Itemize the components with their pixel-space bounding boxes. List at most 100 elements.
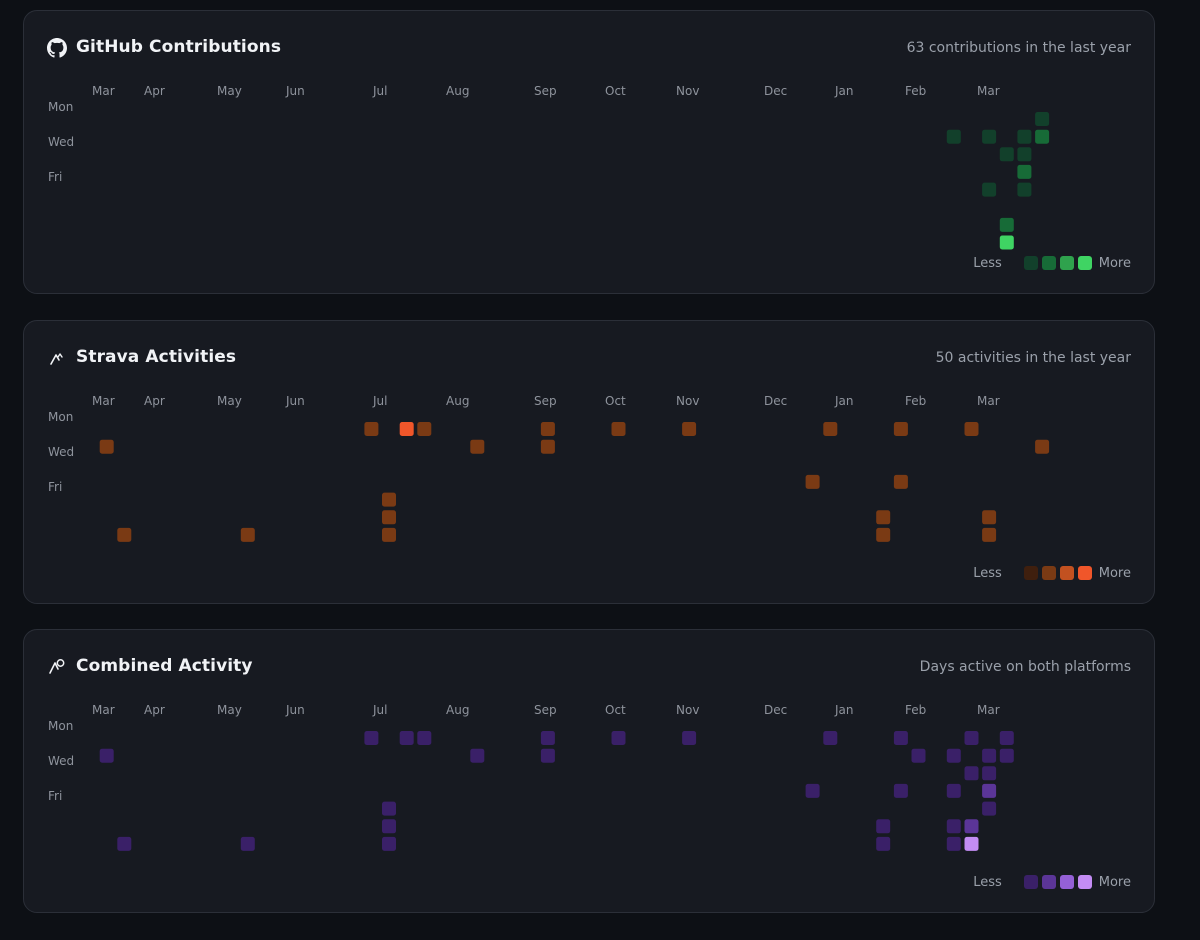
card-title: Strava Activities: [76, 347, 237, 367]
activity-cell[interactable]: [1035, 439, 1050, 454]
activity-cell[interactable]: [364, 422, 379, 436]
combined-activity-icon: [49, 659, 65, 674]
day-label: Fri: [48, 789, 62, 803]
activity-cell[interactable]: [964, 422, 979, 436]
activity-cell[interactable]: [470, 748, 485, 763]
activity-cell[interactable]: [611, 731, 626, 745]
activity-cell[interactable]: [876, 527, 891, 542]
day-label: Fri: [48, 480, 62, 494]
activity-cell[interactable]: [823, 731, 838, 745]
activity-cell[interactable]: [117, 527, 132, 542]
legend: Less More: [973, 254, 1131, 272]
activity-cell[interactable]: [611, 422, 626, 436]
legend-swatch: [1059, 875, 1074, 889]
activity-cell[interactable]: [893, 783, 908, 798]
month-label: Aug: [446, 703, 469, 717]
activity-cell[interactable]: [1017, 164, 1032, 179]
activity-cell[interactable]: [982, 510, 997, 525]
activity-cell[interactable]: [982, 766, 997, 781]
activity-cell[interactable]: [99, 439, 114, 454]
activity-cell[interactable]: [982, 748, 997, 763]
activity-cell[interactable]: [364, 731, 379, 745]
activity-cell[interactable]: [382, 819, 396, 834]
legend-swatch: [1023, 256, 1038, 270]
activity-cell[interactable]: [382, 527, 396, 542]
legend: Less More: [973, 873, 1131, 891]
contribution-heatmap: Mar Apr May Jun Jul Aug Sep Oct Nov Dec Jan Feb Mar M…: [48, 84, 1050, 250]
activity-cell[interactable]: [876, 836, 891, 851]
activity-cell[interactable]: [682, 422, 697, 436]
activity-cell[interactable]: [999, 235, 1014, 250]
activity-cell[interactable]: [470, 439, 485, 454]
activity-cell[interactable]: [982, 182, 997, 197]
activity-cell[interactable]: [382, 510, 396, 525]
activity-cell[interactable]: [99, 748, 114, 763]
activity-cell[interactable]: [823, 422, 838, 436]
legend-more-label: More: [1098, 255, 1131, 271]
activity-cell[interactable]: [999, 748, 1014, 763]
day-label: Mon: [48, 100, 73, 114]
activity-cell[interactable]: [982, 783, 997, 798]
activity-cell[interactable]: [540, 731, 555, 745]
activity-cell[interactable]: [240, 836, 255, 851]
month-label: Sep: [534, 703, 557, 717]
activity-cell[interactable]: [946, 129, 961, 144]
month-label: Dec: [764, 394, 787, 408]
day-label: Mon: [48, 719, 73, 733]
activity-cell[interactable]: [382, 836, 396, 851]
month-label: Mar: [92, 394, 115, 408]
activity-cell[interactable]: [876, 819, 891, 834]
activity-cell[interactable]: [540, 748, 555, 763]
activity-cell[interactable]: [964, 766, 979, 781]
activity-cell[interactable]: [964, 836, 979, 851]
activity-cell[interactable]: [399, 422, 414, 436]
month-label: Jul: [372, 394, 387, 408]
activity-cell[interactable]: [240, 527, 255, 542]
activity-cell[interactable]: [946, 836, 961, 851]
activity-cell[interactable]: [1017, 129, 1032, 144]
activity-cell[interactable]: [417, 422, 432, 436]
activity-cell[interactable]: [682, 731, 697, 745]
activity-cell[interactable]: [1017, 147, 1032, 162]
activity-cell[interactable]: [946, 748, 961, 763]
activity-cell[interactable]: [999, 147, 1014, 162]
day-label: Wed: [48, 135, 74, 149]
activity-cell[interactable]: [805, 783, 820, 798]
activity-cell[interactable]: [999, 731, 1014, 745]
activity-cell[interactable]: [893, 422, 908, 436]
month-label: Jan: [834, 703, 854, 717]
activity-cell[interactable]: [540, 439, 555, 454]
activity-cell[interactable]: [982, 801, 997, 816]
activity-cell[interactable]: [382, 492, 396, 507]
activity-cell[interactable]: [964, 819, 979, 834]
month-label: Mar: [977, 394, 1000, 408]
month-label: Nov: [676, 394, 699, 408]
activity-cell[interactable]: [540, 422, 555, 436]
activity-cell[interactable]: [399, 731, 414, 745]
activity-cell[interactable]: [911, 748, 926, 763]
activity-cell[interactable]: [805, 474, 820, 489]
month-label: Apr: [144, 394, 165, 408]
activity-cell[interactable]: [382, 801, 396, 816]
activity-cell[interactable]: [876, 510, 891, 525]
activity-cell[interactable]: [117, 836, 132, 851]
activity-cell[interactable]: [893, 731, 908, 745]
activity-cell[interactable]: [982, 129, 997, 144]
day-label: Fri: [48, 170, 62, 184]
activity-cell[interactable]: [1017, 182, 1032, 197]
month-label: Oct: [605, 394, 626, 408]
activity-cell[interactable]: [946, 819, 961, 834]
activity-cell[interactable]: [982, 527, 997, 542]
activity-cell[interactable]: [417, 731, 432, 745]
activity-cell[interactable]: [893, 474, 908, 489]
day-label: Wed: [48, 754, 74, 768]
month-label: Sep: [534, 394, 557, 408]
activity-cell[interactable]: [999, 217, 1014, 232]
activity-cell[interactable]: [946, 783, 961, 798]
legend-swatch: [1041, 256, 1056, 270]
activity-cell[interactable]: [964, 731, 979, 745]
month-label: Jul: [372, 84, 387, 98]
month-label: May: [217, 703, 242, 717]
activity-cell[interactable]: [1035, 129, 1050, 144]
activity-cell[interactable]: [1035, 112, 1050, 126]
